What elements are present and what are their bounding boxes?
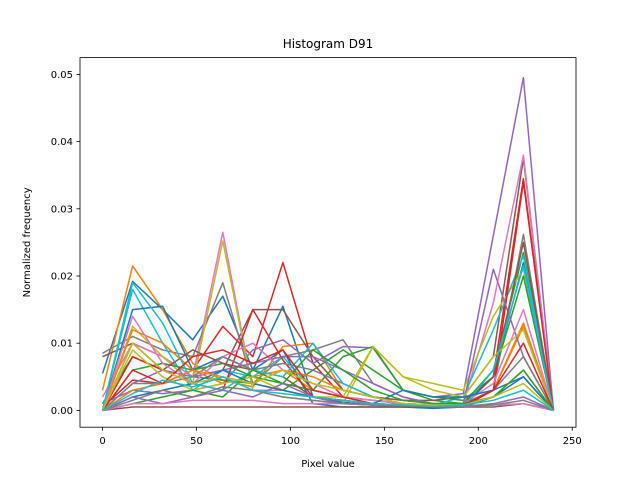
series-line-28 bbox=[102, 386, 554, 412]
series-line-30 bbox=[102, 376, 554, 412]
x-tick-label: 0 bbox=[99, 436, 105, 447]
plot-frame bbox=[79, 57, 577, 428]
x-tick-label: 150 bbox=[375, 436, 394, 447]
x-axis-label: Pixel value bbox=[301, 459, 355, 470]
series-line-20 bbox=[101, 265, 555, 411]
series-line-26 bbox=[102, 402, 554, 412]
y-tick-label: 0.03 bbox=[51, 204, 73, 215]
y-tick-label: 0.04 bbox=[51, 137, 73, 148]
series-line-5 bbox=[102, 77, 555, 411]
x-tick-label: 50 bbox=[190, 436, 203, 447]
y-tick-label: 0.00 bbox=[51, 406, 73, 417]
x-tick-label: 250 bbox=[563, 436, 582, 447]
x-tick-label: 100 bbox=[281, 436, 300, 447]
series-layer bbox=[101, 77, 555, 412]
x-tick-label: 200 bbox=[469, 436, 488, 447]
x-axis-ticks: 0 50 100 150 200 250 bbox=[99, 427, 582, 447]
chart-title: Histogram D91 bbox=[283, 37, 374, 51]
series-line-24 bbox=[101, 342, 555, 411]
series-line-29 bbox=[101, 342, 554, 411]
y-axis-label: Normalized frequency bbox=[22, 187, 33, 297]
y-tick-label: 0.02 bbox=[51, 272, 73, 283]
y-tick-label: 0.05 bbox=[51, 70, 73, 81]
y-tick-label: 0.01 bbox=[51, 339, 73, 350]
y-axis-ticks: 0.00 0.01 0.02 0.03 0.04 0.05 bbox=[51, 70, 80, 417]
